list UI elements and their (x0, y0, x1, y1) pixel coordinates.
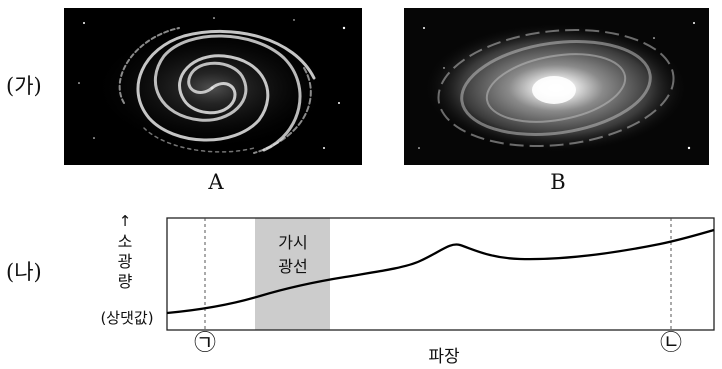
galaxy-b-caption: B (550, 170, 566, 194)
galaxy-a-image (64, 8, 362, 165)
panel-na-label: (나) (6, 260, 42, 284)
visible-light-band (255, 218, 330, 330)
spectrum-graph (166, 217, 715, 331)
visible-light-label-line-1: 가시 (278, 233, 308, 252)
x-axis-label: 파장 (428, 347, 460, 367)
spectrum-curve (166, 228, 715, 315)
y-axis-arrow: ↑ (118, 212, 132, 230)
galaxy-a-caption: A (208, 170, 224, 194)
y-label-char-3: 량 (117, 272, 133, 291)
marker-2-label: ㉡ (659, 331, 682, 356)
marker-1-label: ㉠ (193, 331, 216, 356)
panel-ga-label: (가) (6, 74, 42, 98)
y-label-char-1: 소 (117, 232, 133, 251)
visible-light-label: 가시 광선 (258, 231, 328, 279)
y-axis-unit: (상댓값) (100, 309, 154, 327)
visible-light-label-line-2: 광선 (278, 257, 308, 276)
galaxy-b-image (404, 8, 709, 165)
graph-frame (166, 217, 715, 331)
y-label-char-2: 광 (117, 252, 133, 271)
